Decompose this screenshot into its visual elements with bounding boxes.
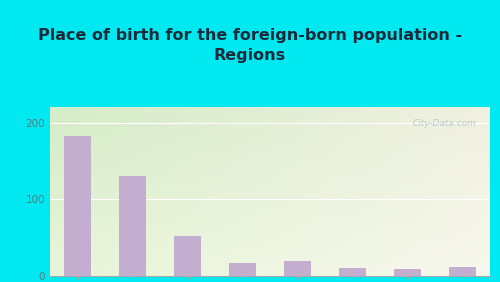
Text: Place of birth for the foreign-born population -
Regions: Place of birth for the foreign-born popu… xyxy=(38,28,462,63)
Bar xyxy=(449,267,476,276)
Bar xyxy=(284,261,311,276)
Bar xyxy=(394,269,421,276)
Bar xyxy=(64,136,91,276)
Bar xyxy=(229,263,256,276)
Bar xyxy=(339,268,366,276)
Bar xyxy=(119,176,146,276)
Text: City-Data.com: City-Data.com xyxy=(413,119,477,128)
Bar xyxy=(174,236,201,276)
